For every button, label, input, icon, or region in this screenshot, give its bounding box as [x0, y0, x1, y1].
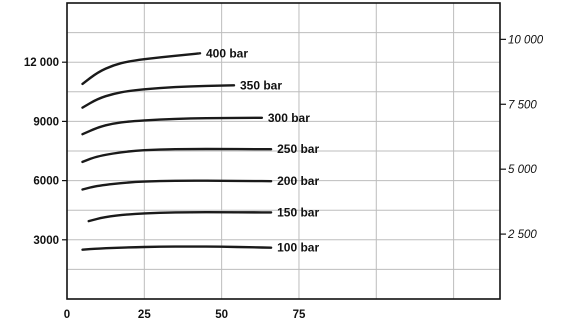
series-label: 250 bar: [277, 142, 319, 156]
y-left-tick-label: 9000: [33, 116, 59, 128]
x-tick-label: 50: [215, 309, 228, 321]
series-lines: [81, 52, 273, 251]
series-line-200-bar: [81, 179, 273, 191]
plot-frame: [66, 2, 501, 300]
series-line-400-bar: [81, 52, 202, 86]
y-right-tick-label: 10 000: [508, 34, 544, 46]
x-tick-label: 25: [138, 309, 151, 321]
series-label: 300 bar: [268, 111, 310, 125]
series-labels: 400 bar 350 bar 300 bar 250 bar 200 bar 150 b…: [206, 46, 319, 254]
y-axis-right-ticks: 2 500 5 000 7 500 10 000: [507, 34, 544, 241]
y-right-tick-label: 7 500: [508, 99, 537, 111]
y-left-tick-label: 12 000: [24, 57, 59, 69]
y-left-tick-label: 3000: [33, 235, 59, 247]
series-label: 200 bar: [277, 174, 319, 188]
x-axis-ticks: 0 25 50 75: [64, 309, 306, 321]
series-line-350-bar: [81, 84, 236, 109]
y-right-tick-label: 5 000: [508, 164, 537, 176]
series-line-150-bar: [87, 211, 273, 223]
series-label: 100 bar: [277, 241, 319, 255]
series-line-250-bar: [81, 147, 273, 164]
series-line-100-bar: [81, 245, 273, 251]
x-tick-label: 0: [64, 309, 70, 321]
series-line-300-bar: [81, 116, 264, 136]
series-label: 400 bar: [206, 46, 248, 60]
y-right-tick-label: 2 500: [507, 229, 537, 241]
x-tick-label: 75: [293, 309, 306, 321]
y-axis-left-ticks: 3000 6000 9000 12 000: [24, 57, 59, 247]
y-left-tick-label: 6000: [33, 176, 59, 188]
series-label: 350 bar: [240, 78, 282, 92]
series-label: 150 bar: [277, 205, 319, 219]
axis-tick-marks: [62, 38, 506, 241]
